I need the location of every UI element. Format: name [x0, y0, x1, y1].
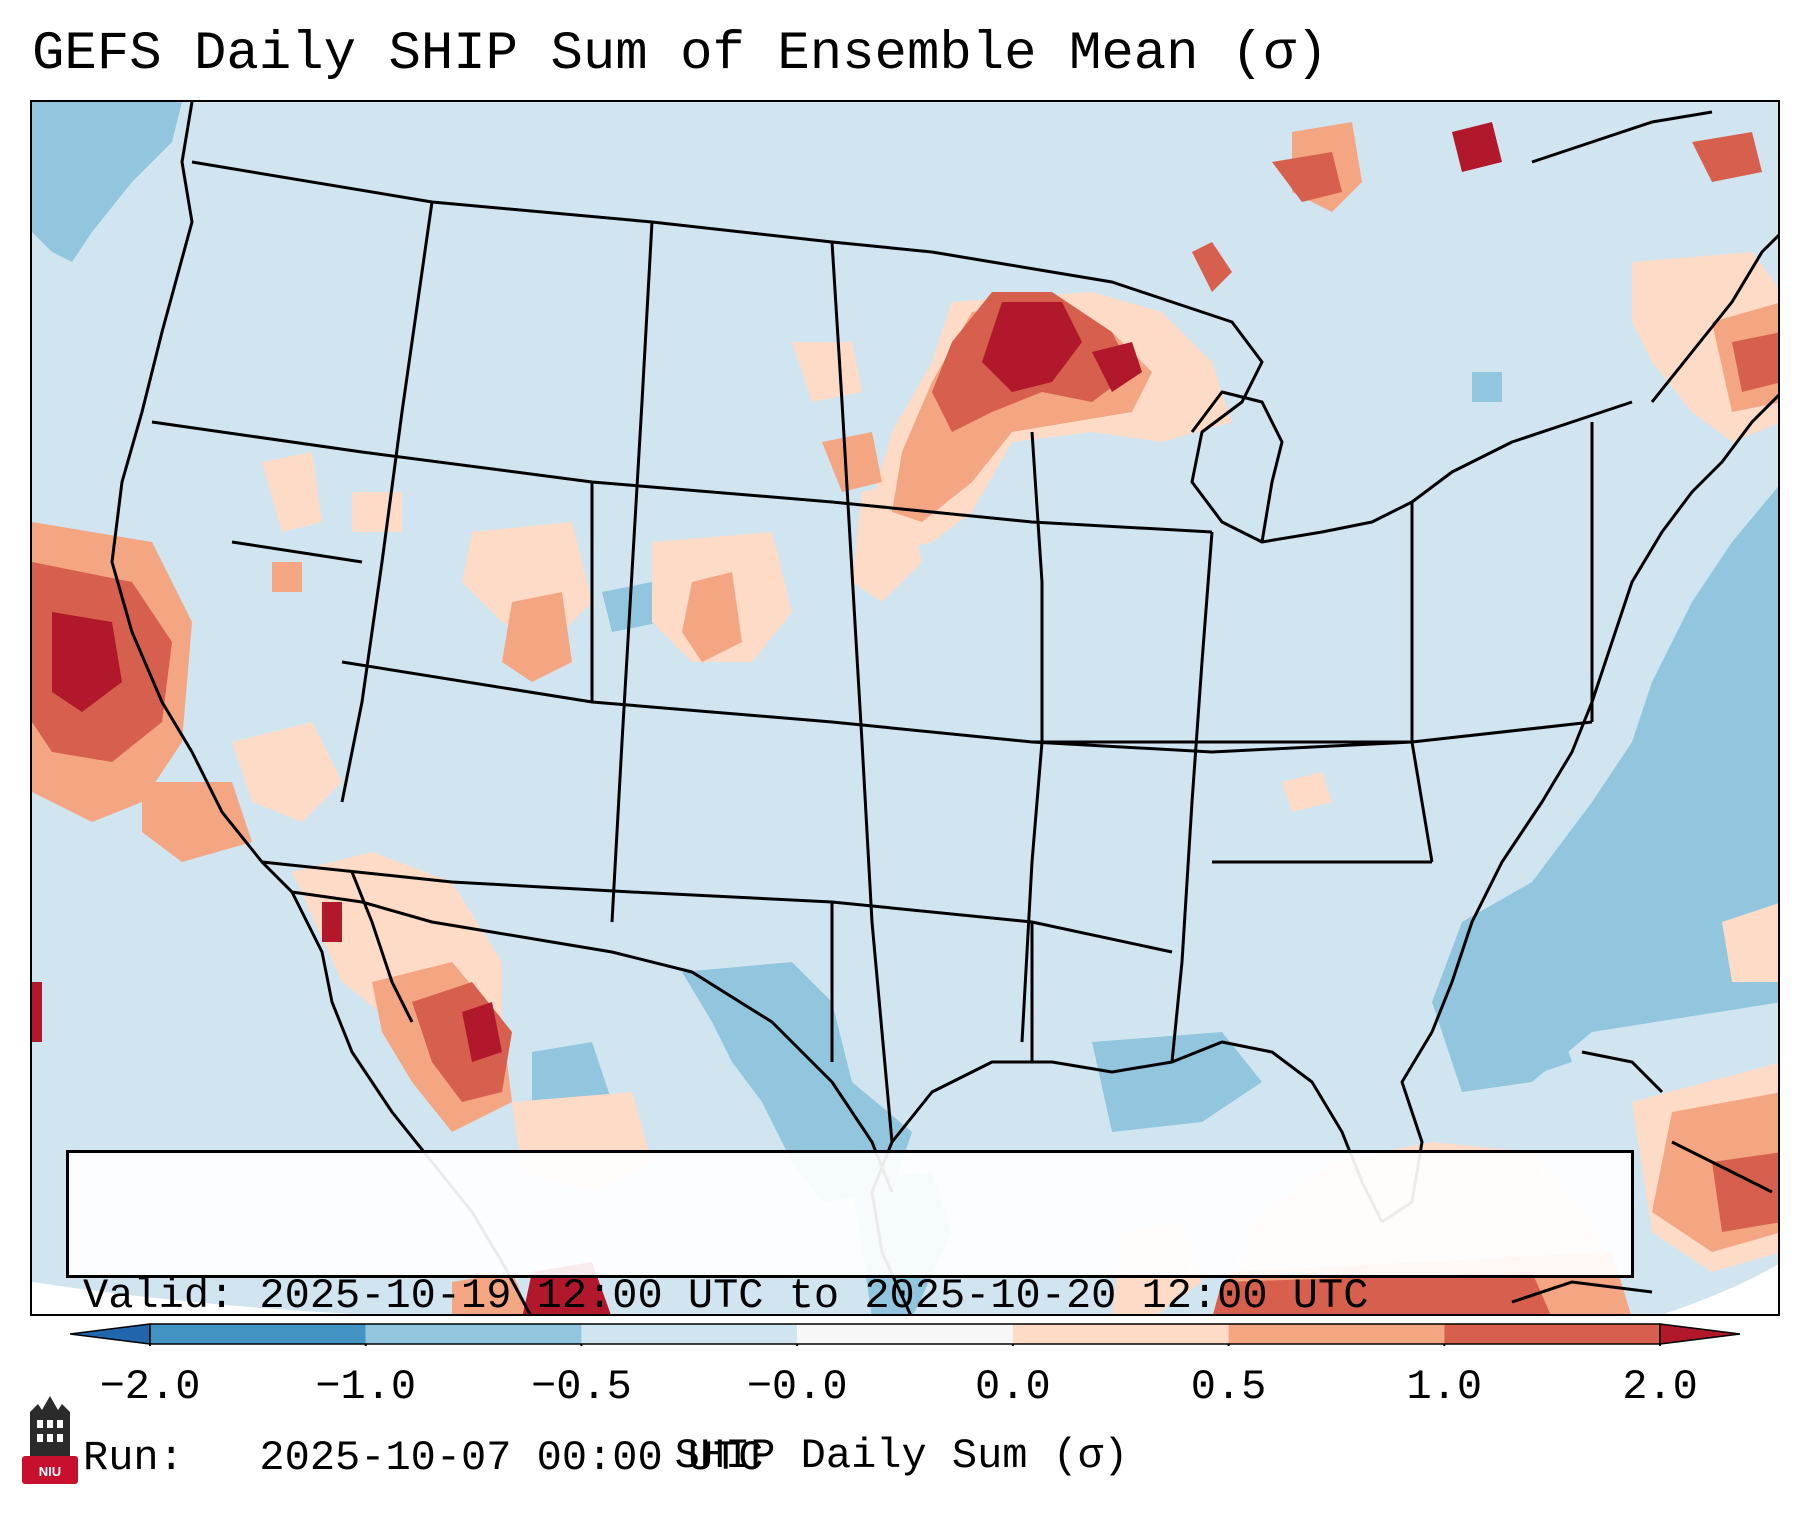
colorbar-bin	[581, 1324, 798, 1344]
colorbar-svg	[69, 1323, 1741, 1346]
colorbar-tick-label: −0.0	[746, 1363, 848, 1411]
colorbar-over-arrow	[1659, 1323, 1741, 1345]
colorbar-bins	[149, 1323, 1661, 1346]
run-time-line: Run: 2025-10-07 00:00 UTC	[83, 1434, 764, 1482]
map-title: GEFS Daily SHIP Sum of Ensemble Mean (σ)	[32, 24, 1329, 85]
extreme-positive-anomaly-areas	[32, 122, 1502, 1314]
logo-banner	[22, 1456, 78, 1484]
projection-edge-right	[1664, 1264, 1778, 1314]
colorbar-tick-label: −1.0	[315, 1363, 417, 1411]
map-background-field	[32, 102, 1778, 1314]
valid-run-info-box: Valid: 2025-10-19 12:00 UTC to 2025-10-2…	[66, 1150, 1634, 1482]
logo-text: NIU	[39, 1464, 61, 1479]
colorbar	[69, 1322, 1741, 1346]
colorbar-bin	[1228, 1324, 1445, 1344]
colorbar-bin	[1444, 1324, 1660, 1344]
caribbean-islands	[1511, 1050, 1773, 1304]
state-boundaries	[151, 160, 1633, 1193]
colorbar-tick-label: −0.5	[531, 1363, 632, 1411]
niu-logo-icon: NIU	[22, 1396, 78, 1484]
colorbar-tick-label: 0.5	[1190, 1363, 1267, 1411]
colorbar-tick-label: 2.0	[1622, 1363, 1698, 1411]
colorbar-bin	[150, 1324, 366, 1344]
map-panel	[30, 100, 1780, 1316]
colorbar-under-arrow	[69, 1323, 151, 1345]
projection-edge-left	[32, 1282, 353, 1314]
colorbar-bin	[365, 1324, 582, 1344]
logo-windows	[37, 1420, 63, 1442]
colorbar-bin	[797, 1324, 1013, 1344]
colorbar-label: SHIP Daily Sum (σ)	[674, 1432, 1129, 1480]
colorbar-tick-label: 1.0	[1406, 1363, 1483, 1411]
niu-logo: NIU	[20, 1390, 80, 1490]
colorbar-ticks: −2.0 −1.0 −0.5 −0.0 0.0 0.5 1.0 2.0	[0, 1362, 1803, 1422]
colorbar-bin	[1012, 1324, 1229, 1344]
valid-time-line: Valid: 2025-10-19 12:00 UTC to 2025-10-2…	[83, 1272, 1369, 1320]
colorbar-tick-label: −2.0	[99, 1363, 201, 1411]
ship-map-svg	[32, 102, 1778, 1314]
colorbar-tick-label: 0.0	[975, 1363, 1051, 1411]
